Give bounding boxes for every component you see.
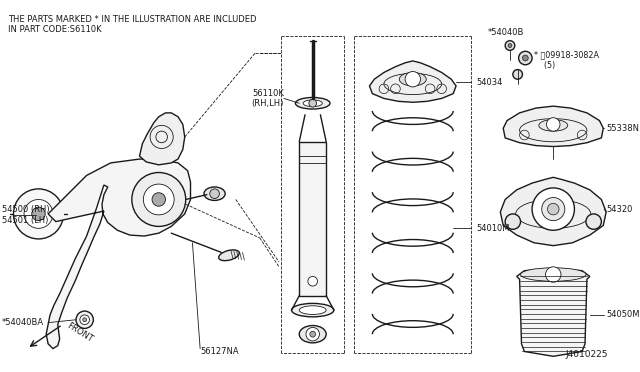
Text: 54010M: 54010M (476, 224, 510, 233)
Text: THE PARTS MARKED * IN THE ILLUSTRATION ARE INCLUDED
IN PART CODE:S6110K: THE PARTS MARKED * IN THE ILLUSTRATION A… (8, 15, 256, 34)
Text: 56127NA: 56127NA (200, 347, 239, 356)
Text: *54040B: *54040B (488, 28, 524, 37)
Circle shape (13, 189, 63, 239)
Circle shape (508, 44, 512, 48)
Ellipse shape (520, 268, 586, 281)
Circle shape (24, 199, 53, 228)
Circle shape (309, 99, 317, 107)
Circle shape (308, 276, 317, 286)
Polygon shape (503, 106, 604, 147)
Polygon shape (500, 177, 606, 246)
Circle shape (518, 51, 532, 65)
Text: 54034: 54034 (476, 78, 502, 87)
Ellipse shape (300, 326, 326, 343)
Circle shape (545, 267, 561, 282)
Text: 54050M: 54050M (606, 310, 639, 320)
Text: 54500 (RH)
54501 (LH): 54500 (RH) 54501 (LH) (2, 205, 49, 225)
Circle shape (505, 214, 520, 229)
Text: *54040BA: *54040BA (2, 318, 44, 327)
Circle shape (310, 331, 316, 337)
Ellipse shape (303, 100, 323, 107)
Polygon shape (369, 61, 456, 102)
Ellipse shape (539, 120, 568, 131)
Circle shape (306, 327, 319, 341)
Text: J4010225: J4010225 (566, 350, 608, 359)
Bar (300, 142, 326, 296)
Ellipse shape (219, 250, 239, 261)
Circle shape (132, 173, 186, 227)
Ellipse shape (399, 73, 426, 86)
Circle shape (547, 203, 559, 215)
Ellipse shape (292, 304, 334, 317)
Circle shape (152, 193, 166, 206)
Circle shape (76, 311, 93, 328)
Polygon shape (140, 113, 185, 165)
Ellipse shape (204, 187, 225, 201)
Circle shape (513, 70, 522, 79)
Circle shape (405, 71, 420, 87)
Circle shape (541, 198, 565, 221)
Polygon shape (516, 269, 590, 356)
Circle shape (505, 41, 515, 50)
Circle shape (143, 184, 174, 215)
Circle shape (522, 55, 528, 61)
Ellipse shape (296, 97, 330, 109)
Polygon shape (46, 159, 191, 349)
Text: 55338N: 55338N (606, 124, 639, 133)
Circle shape (547, 118, 560, 131)
Circle shape (32, 207, 45, 221)
Circle shape (586, 214, 602, 229)
Circle shape (532, 188, 575, 230)
Circle shape (80, 315, 90, 324)
Ellipse shape (300, 306, 326, 314)
Text: *  09918-3082A
    (5): *  09918-3082A (5) (534, 50, 599, 70)
Text: 56110K
(RH,LH): 56110K (RH,LH) (252, 89, 284, 108)
Text: 54320: 54320 (606, 205, 632, 214)
Text: FRONT: FRONT (65, 321, 95, 344)
Circle shape (210, 189, 220, 199)
Circle shape (83, 318, 86, 322)
